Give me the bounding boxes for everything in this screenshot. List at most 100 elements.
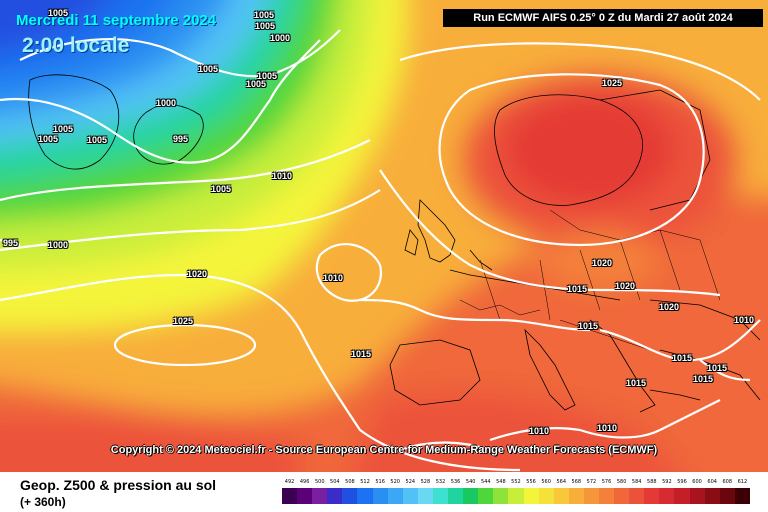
isobar-label: 1015 (567, 284, 588, 294)
scale-color-swatch (297, 488, 313, 504)
isobars (0, 29, 761, 472)
isobar-label: 1015 (707, 363, 728, 373)
isobar-label: 1005 (198, 64, 219, 74)
isobar-label: 1005 (254, 10, 275, 20)
parameter-title: Geop. Z500 & pression au sol (20, 477, 217, 493)
scale-value-label: 604 (707, 479, 717, 485)
isobar-label: 1005 (257, 71, 278, 81)
isobar-label: 1005 (48, 8, 69, 18)
isobar-label: 1015 (351, 349, 372, 359)
scale-color-swatch (523, 488, 539, 504)
isobar-label: 1020 (592, 258, 613, 268)
scale-value-label: 572 (586, 479, 597, 485)
isobar-label: 1000 (48, 240, 69, 250)
scale-value-label: 504 (330, 479, 340, 485)
scale-value-label: 548 (496, 479, 506, 485)
scale-value-label: 608 (722, 479, 733, 485)
z500-map: 1005 1005 1005 1000 1005 1005 1005 1000 … (0, 0, 768, 472)
isobar-label: 1010 (529, 426, 550, 436)
scale-color-swatch (734, 488, 750, 504)
isobar-label: 1025 (173, 316, 194, 326)
isobar-label: 1010 (597, 423, 618, 433)
scale-color-swatch (553, 488, 569, 504)
isobar-label: 1000 (156, 98, 177, 108)
scale-color-swatch (402, 488, 418, 504)
scale-value-label: 492 (284, 479, 295, 485)
scale-value-label: 516 (375, 479, 385, 485)
scale-color-swatch (387, 488, 403, 504)
isobar-label: 1015 (626, 378, 647, 388)
scale-color-swatch (568, 488, 584, 504)
scale-value-label: 612 (737, 479, 748, 485)
scale-color-swatch (417, 488, 433, 504)
isobar-label: 1020 (615, 281, 636, 291)
scale-value-label: 500 (314, 479, 325, 485)
scale-value-label: 496 (299, 479, 310, 485)
valid-time-title: 2:00 locale (22, 34, 130, 57)
scale-color-swatch (372, 488, 388, 504)
isobar-label: 1015 (578, 321, 599, 331)
scale-value-label: 576 (601, 479, 612, 485)
isobar-label: 1020 (659, 302, 680, 312)
isobar-label: 1005 (38, 134, 59, 144)
scale-color-swatch (448, 488, 464, 504)
scale-color-swatch (478, 488, 494, 504)
scale-color-swatch (538, 488, 554, 504)
borders (459, 209, 721, 351)
isobar-label: 1010 (272, 171, 293, 181)
isobar-label: 1005 (255, 21, 276, 31)
scale-value-label: 592 (662, 479, 672, 485)
scale-value-label: 540 (465, 479, 476, 485)
isobar-label: 1010 (323, 273, 344, 283)
scale-value-label: 532 (435, 479, 446, 485)
scale-color-swatch (629, 488, 645, 504)
color-scale (282, 488, 750, 504)
scale-color-swatch (644, 488, 660, 504)
scale-value-label: 512 (360, 479, 370, 485)
map-canvas (0, 0, 768, 472)
scale-value-label: 552 (511, 479, 521, 485)
isobar-label: 1020 (187, 269, 208, 279)
scale-color-swatch (327, 488, 343, 504)
scale-value-label: 524 (405, 479, 416, 485)
isobar-label: 1005 (53, 124, 74, 134)
scale-value-label: 508 (345, 479, 355, 485)
isobar-label: 1005 (211, 184, 232, 194)
scale-color-swatch (312, 488, 328, 504)
scale-color-swatch (432, 488, 449, 504)
scale-value-label: 588 (647, 479, 657, 485)
scale-value-label: 584 (631, 479, 642, 485)
scale-color-swatch (508, 488, 524, 504)
scale-color-swatch (463, 488, 479, 504)
copyright-notice: Copyright © 2024 Meteociel.fr - Source E… (110, 444, 658, 456)
scale-value-label: 544 (480, 479, 491, 485)
scale-color-swatch (689, 488, 705, 504)
isobar-label: 1025 (602, 78, 623, 88)
scale-value-label: 520 (390, 479, 400, 485)
scale-color-swatch (598, 488, 615, 504)
isobar-label: 1000 (270, 33, 291, 43)
isobar-label: 1005 (246, 79, 267, 89)
lead-time: (+ 360h) (20, 495, 66, 509)
scale-color-swatch (659, 488, 675, 504)
isobar-label: 995 (3, 238, 19, 248)
scale-color-swatch (342, 488, 358, 504)
scale-value-label: 596 (677, 479, 687, 485)
scale-value-label: 528 (420, 479, 431, 485)
scale-color-swatch (719, 488, 735, 504)
scale-value-label: 568 (571, 479, 582, 485)
scale-value-label: 536 (450, 479, 461, 485)
run-info-banner: Run ECMWF AIFS 0.25° 0 Z du Mardi 27 aoû… (443, 9, 763, 27)
scale-value-label: 564 (556, 479, 566, 485)
scale-color-swatch (493, 488, 509, 504)
valid-date-title: Mercredi 11 septembre 2024 (16, 12, 217, 29)
scale-value-label: 560 (541, 479, 551, 485)
scale-value-label: 600 (692, 479, 702, 485)
scale-color-swatch (674, 488, 690, 504)
isobar-label: 1005 (87, 135, 108, 145)
isobar-label: 1010 (734, 315, 755, 325)
isobar-label: 1015 (672, 353, 693, 363)
scale-color-swatch (704, 488, 720, 504)
isobar-label: 1015 (693, 374, 714, 384)
